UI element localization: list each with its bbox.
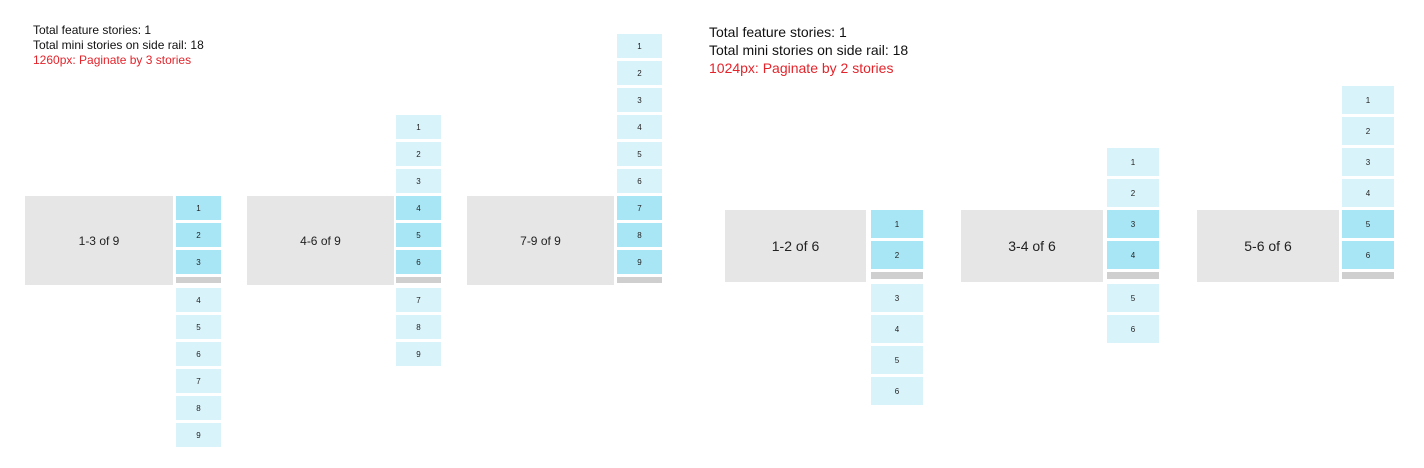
mini-story-tile: 2 — [1342, 117, 1394, 145]
mini-story-tile: 7 — [176, 369, 221, 393]
page-separator — [1342, 272, 1394, 279]
mini-story-tile: 4 — [396, 196, 441, 220]
mini-story-tile: 3 — [617, 88, 662, 112]
mini-story-tile: 2 — [396, 142, 441, 166]
mini-story-tile: 1 — [396, 115, 441, 139]
page-separator — [396, 277, 441, 283]
mini-story-tile: 6 — [1107, 315, 1159, 343]
left-total-feature-stories: Total feature stories: 1 — [33, 23, 152, 37]
mini-story-tile: 1 — [1107, 148, 1159, 176]
page-separator — [617, 277, 662, 283]
mini-story-tile: 1 — [176, 196, 221, 220]
mini-story-tile: 9 — [617, 250, 662, 274]
mini-story-tile: 6 — [396, 250, 441, 274]
mini-story-tile: 5 — [1342, 210, 1394, 238]
mini-story-tile: 2 — [617, 61, 662, 85]
mini-story-tile: 4 — [1107, 241, 1159, 269]
mini-story-tile: 6 — [617, 169, 662, 193]
feature-story: 1-2 of 6 — [725, 210, 866, 282]
mini-story-tile: 8 — [176, 396, 221, 420]
right-total-feature-stories: Total feature stories: 1 — [709, 24, 847, 40]
left-total-mini-stories: Total mini stories on side rail: 18 — [33, 38, 204, 52]
mini-story-tile: 1 — [617, 34, 662, 58]
right-header: Total feature stories: 1 Total mini stor… — [709, 23, 908, 77]
mini-story-tile: 6 — [176, 342, 221, 366]
mini-story-tile: 8 — [396, 315, 441, 339]
mini-story-tile: 2 — [1107, 179, 1159, 207]
page-separator — [871, 272, 923, 279]
mini-story-tile: 7 — [396, 288, 441, 312]
mini-story-tile: 9 — [396, 342, 441, 366]
mini-story-tile: 5 — [176, 315, 221, 339]
mini-story-tile: 9 — [176, 423, 221, 447]
mini-story-tile: 5 — [871, 346, 923, 374]
left-header: Total feature stories: 1 Total mini stor… — [33, 23, 204, 68]
mini-story-tile: 6 — [871, 377, 923, 405]
feature-story: 7-9 of 9 — [467, 196, 614, 285]
feature-story: 1-3 of 9 — [25, 196, 173, 285]
mini-story-tile: 4 — [176, 288, 221, 312]
mini-story-tile: 7 — [617, 196, 662, 220]
mini-story-tile: 4 — [871, 315, 923, 343]
mini-story-tile: 1 — [871, 210, 923, 238]
feature-story: 5-6 of 6 — [1197, 210, 1339, 282]
right-pagination-note: 1024px: Paginate by 2 stories — [709, 60, 894, 76]
mini-story-tile: 4 — [617, 115, 662, 139]
mini-story-tile: 1 — [1342, 86, 1394, 114]
mini-story-tile: 2 — [176, 223, 221, 247]
mini-story-tile: 3 — [1342, 148, 1394, 176]
feature-story: 3-4 of 6 — [961, 210, 1103, 282]
page-separator — [176, 277, 221, 283]
mini-story-tile: 3 — [1107, 210, 1159, 238]
left-pagination-note: 1260px: Paginate by 3 stories — [33, 53, 192, 67]
right-total-mini-stories: Total mini stories on side rail: 18 — [709, 42, 909, 58]
mini-story-tile: 3 — [176, 250, 221, 274]
mini-story-tile: 4 — [1342, 179, 1394, 207]
mini-story-tile: 5 — [617, 142, 662, 166]
mini-story-tile: 6 — [1342, 241, 1394, 269]
mini-story-tile: 3 — [871, 284, 923, 312]
mini-story-tile: 5 — [396, 223, 441, 247]
mini-story-tile: 8 — [617, 223, 662, 247]
mini-story-tile: 3 — [396, 169, 441, 193]
feature-story: 4-6 of 9 — [247, 196, 394, 285]
page-separator — [1107, 272, 1159, 279]
mini-story-tile: 2 — [871, 241, 923, 269]
mini-story-tile: 5 — [1107, 284, 1159, 312]
